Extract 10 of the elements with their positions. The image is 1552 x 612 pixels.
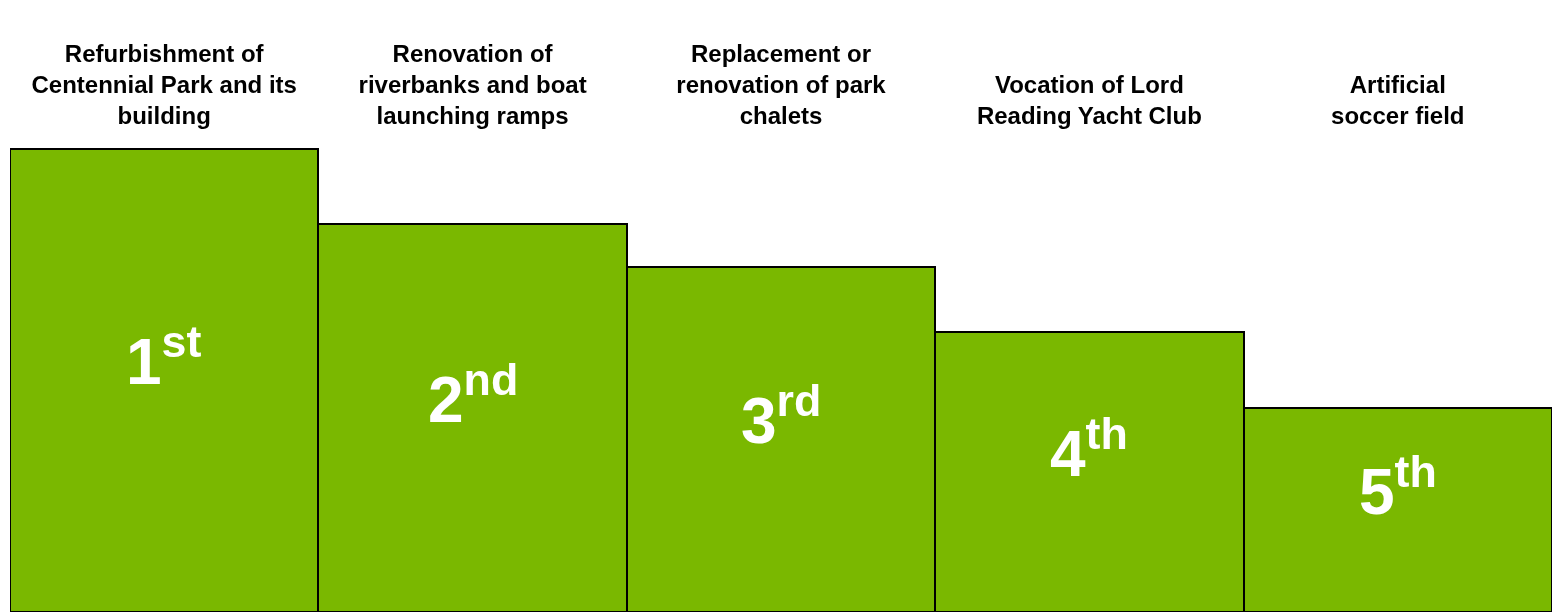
annotation: 3$^{rd}$	[741, 375, 822, 457]
annotation: 2$^{nd}$	[428, 354, 519, 436]
x-tick-label: Replacement or renovation of park chalets	[676, 39, 887, 130]
annotation: 4$^{th}$	[1050, 408, 1128, 490]
x-tick-label: Vocation of Lord Reading Yacht Club	[976, 71, 1202, 130]
annotation: 1$^{st}$	[126, 316, 202, 398]
x-tick-label: Refurbishment of Centennial Park and its building	[31, 39, 297, 130]
x-tick-label: Renovation of riverbanks and boat launching ramps	[358, 39, 587, 130]
x-tick-label: Artificial soccer field	[1331, 71, 1465, 130]
annotation: 5$^{th}$	[1359, 446, 1437, 528]
